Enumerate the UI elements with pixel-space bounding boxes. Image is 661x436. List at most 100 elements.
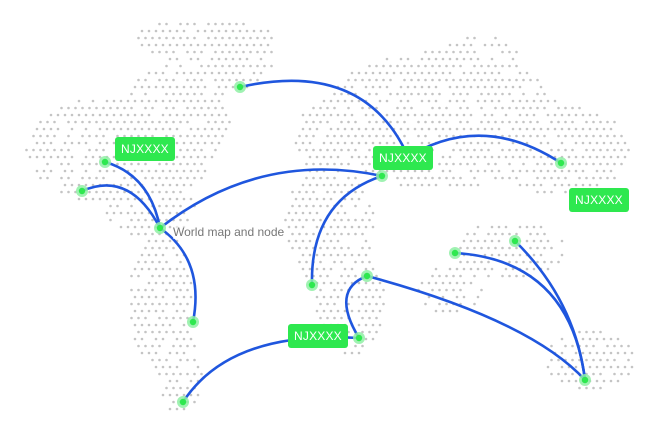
- map-dot: [515, 232, 518, 236]
- map-dot: [445, 120, 448, 124]
- map-node[interactable]: [177, 396, 189, 408]
- map-dot: [546, 267, 550, 271]
- map-dot: [165, 106, 168, 110]
- map-dot: [504, 155, 508, 159]
- map-dot: [371, 281, 375, 285]
- map-dot: [420, 113, 424, 117]
- map-dot: [172, 372, 175, 376]
- map-dot: [133, 99, 137, 103]
- map-dot: [599, 330, 602, 334]
- map-dot: [581, 337, 585, 341]
- map-dot: [161, 309, 165, 313]
- map-dot: [389, 120, 392, 124]
- map-dot: [343, 267, 347, 271]
- map-dot: [119, 225, 123, 229]
- map-dot: [473, 302, 476, 306]
- map-dot: [497, 127, 501, 131]
- map-node[interactable]: [361, 270, 373, 282]
- map-dot: [326, 148, 329, 152]
- map-dot: [578, 330, 581, 334]
- map-dot: [319, 218, 322, 222]
- map-dot: [371, 169, 375, 173]
- map-dot: [137, 162, 140, 166]
- map-dot: [315, 211, 319, 215]
- map-dot: [322, 183, 326, 187]
- map-node[interactable]: [376, 170, 388, 182]
- map-dot: [200, 64, 203, 68]
- map-dot: [504, 85, 508, 89]
- map-dot: [84, 113, 88, 117]
- map-dot: [196, 29, 200, 33]
- map-dot: [413, 85, 417, 89]
- map-node[interactable]: [449, 247, 461, 259]
- map-dot: [550, 190, 553, 194]
- map-node[interactable]: [99, 156, 111, 168]
- map-dot: [406, 85, 410, 89]
- map-node[interactable]: [353, 332, 365, 344]
- map-dot: [319, 316, 322, 320]
- map-dot: [588, 351, 592, 355]
- map-dot: [620, 148, 623, 152]
- map-dot: [546, 141, 550, 145]
- map-dot: [494, 36, 497, 40]
- map-dot: [172, 50, 175, 54]
- map-dot: [284, 218, 287, 222]
- map-dot: [473, 148, 476, 152]
- map-dot: [455, 43, 459, 47]
- map-dot: [161, 393, 165, 397]
- map-dot: [49, 141, 53, 145]
- map-dot: [473, 162, 476, 166]
- map-dot: [119, 99, 123, 103]
- map-dot: [459, 260, 462, 264]
- map-dot: [403, 120, 406, 124]
- map-dot: [347, 134, 350, 138]
- map-dot: [144, 134, 147, 138]
- map-dot: [298, 218, 301, 222]
- map-node[interactable]: [579, 374, 591, 386]
- map-node[interactable]: [509, 235, 521, 247]
- map-dot: [126, 225, 130, 229]
- map-node[interactable]: [555, 157, 567, 169]
- map-dot: [60, 176, 63, 180]
- map-dot: [466, 50, 469, 54]
- map-dot: [175, 29, 179, 33]
- map-node[interactable]: [306, 279, 318, 291]
- map-dot: [361, 218, 364, 222]
- map-dot: [508, 134, 511, 138]
- map-dot: [308, 141, 312, 145]
- map-dot: [420, 99, 424, 103]
- map-dot: [263, 64, 266, 68]
- map-dot: [266, 43, 270, 47]
- map-dot: [546, 99, 550, 103]
- map-dot: [224, 113, 228, 117]
- map-dot: [322, 141, 326, 145]
- map-dot: [455, 267, 459, 271]
- map-dot: [319, 288, 322, 292]
- map-dot: [158, 302, 161, 306]
- map-dot: [158, 190, 161, 194]
- node-label-america[interactable]: NJXXXX: [115, 137, 175, 161]
- node-label-central-asia[interactable]: NJXXXX: [373, 146, 433, 170]
- map-dot: [263, 50, 266, 54]
- map-dot: [620, 134, 623, 138]
- node-label-east-asia[interactable]: NJXXXX: [569, 188, 629, 212]
- map-dot: [508, 78, 511, 82]
- map-node[interactable]: [187, 316, 199, 328]
- map-dot: [165, 50, 168, 54]
- map-dot: [298, 232, 301, 236]
- map-dot: [224, 57, 228, 61]
- map-dot: [483, 127, 487, 131]
- map-dot: [438, 92, 441, 96]
- node-label-africa[interactable]: NJXXXX: [288, 324, 348, 348]
- map-dot: [88, 190, 91, 194]
- map-dot: [203, 29, 207, 33]
- map-node[interactable]: [76, 185, 88, 197]
- map-node[interactable]: [234, 81, 246, 93]
- map-dot: [158, 50, 161, 54]
- map-dot: [501, 50, 504, 54]
- map-node[interactable]: [154, 222, 166, 234]
- map-dot: [105, 113, 109, 117]
- map-dot: [28, 155, 32, 159]
- map-dot: [595, 183, 599, 187]
- map-dot: [182, 183, 186, 187]
